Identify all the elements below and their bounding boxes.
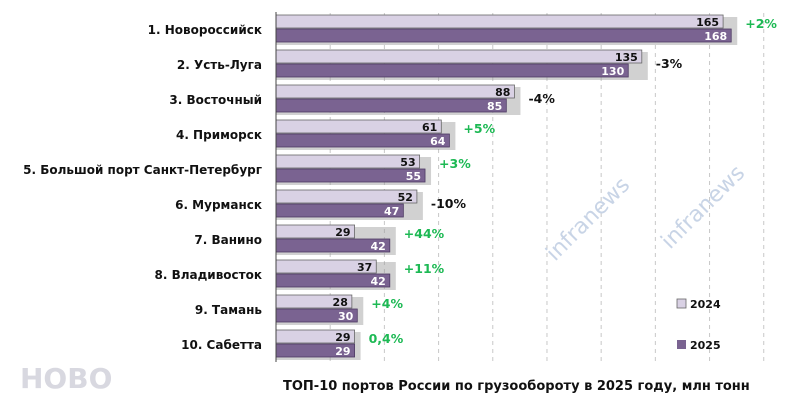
bar-2025 [275,168,426,183]
chart-title: ТОП-10 портов России по грузообороту в 2… [283,379,750,394]
category-label: 6. Мурманск [175,198,262,212]
change-label: -3% [656,56,683,71]
category-label: 4. Приморск [176,128,262,142]
category-group: 7. Ванино 29 42 +44% [194,224,445,255]
value-label-2025: 47 [384,205,399,218]
bar-2024 [275,154,421,169]
category-label: 7. Ванино [194,233,262,247]
overlay-logo-text: НОВО [20,362,112,395]
value-label-2025: 42 [370,275,385,288]
bar-2025 [275,98,507,113]
watermarks: infranews infranews [542,161,751,267]
bar-2024 [275,189,418,204]
value-label-2024: 52 [398,191,413,204]
bar-2025 [275,28,732,43]
value-label-2025: 55 [406,170,421,183]
legend-swatch-2025 [677,340,686,349]
bar-2024 [275,119,442,134]
bar-2025 [275,63,629,78]
change-label: +5% [463,121,495,136]
bar-2024 [275,84,515,99]
value-label-2024: 53 [400,156,415,169]
value-label-2025: 42 [370,240,385,253]
category-label: 5. Большой порт Санкт-Петербург [23,163,262,177]
category-label: 9. Тамань [195,303,263,317]
change-label: +11% [404,261,445,276]
change-label: -10% [431,196,467,211]
value-label-2025: 64 [430,135,446,148]
value-label-2024: 29 [335,331,350,344]
change-label: +2% [745,16,777,31]
category-label: 3. Восточный [169,93,262,107]
value-label-2025: 30 [338,310,354,323]
value-label-2024: 61 [422,121,437,134]
value-label-2025: 130 [601,65,624,78]
value-label-2025: 29 [335,345,350,358]
legend: 2024 2025 [676,298,721,352]
value-label-2024: 37 [357,261,372,274]
value-label-2024: 29 [335,226,350,239]
change-label: +3% [439,156,471,171]
value-label-2025: 168 [704,30,727,43]
legend-label-2025: 2025 [690,339,721,352]
category-label: 10. Сабетта [181,338,262,352]
value-label-2024: 28 [333,296,348,309]
bar-2024 [275,49,643,64]
legend-swatch-2024 [676,298,687,309]
value-label-2024: 135 [615,51,638,64]
value-label-2024: 88 [495,86,510,99]
change-label: 0,4% [369,331,404,346]
change-label: -4% [528,91,555,106]
watermark-text: infranews [657,161,751,255]
category-label: 1. Новороссийск [148,23,262,37]
watermark-text: infranews [542,173,636,267]
change-label: +44% [404,226,445,241]
value-label-2025: 85 [487,100,502,113]
category-label: 8. Владивосток [154,268,262,282]
bar-2025 [275,133,450,148]
change-label: +4% [371,296,403,311]
legend-label-2024: 2024 [690,298,721,311]
value-label-2024: 165 [696,16,719,29]
bar-2024 [275,14,724,29]
category-label: 2. Усть-Луга [177,58,262,72]
